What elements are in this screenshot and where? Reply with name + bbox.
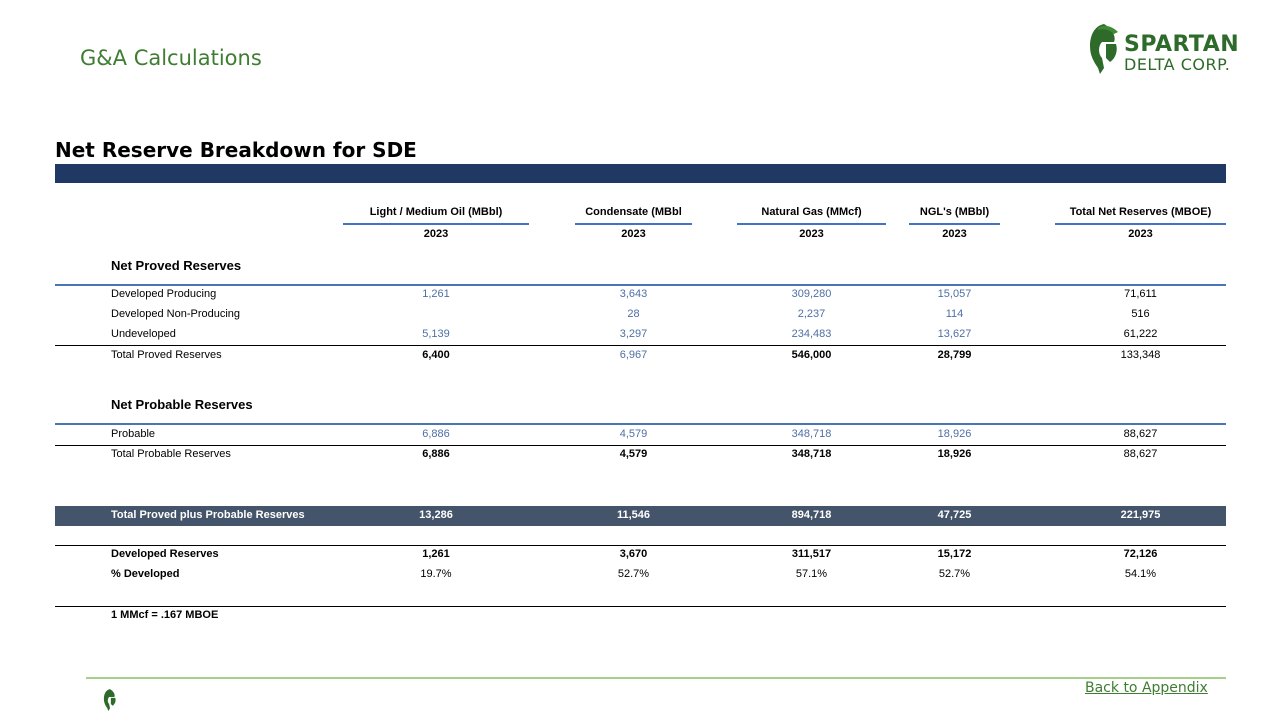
cell-gas: 348,718 [791,428,832,440]
spartan-helmet-icon [1090,24,1118,74]
cell-condensate: 6,967 [619,349,648,361]
cell-condensate: 3,670 [619,548,648,560]
cell-oil: 19.7% [420,568,452,580]
column-header-underline [737,223,886,225]
column-header-underline [343,223,529,225]
probable-group-title: Net Probable Reserves [111,397,253,412]
divider [55,423,1226,425]
cell-ngl: 18,926 [937,448,972,460]
cell-oil: 1,261 [422,548,450,560]
cell-total: 88,627 [1123,428,1158,440]
table-row: Developed Non-Producing 28 2,237 114 516 [55,305,1226,325]
cell-gas: 546,000 [791,349,832,361]
cell-oil: 5,139 [422,328,450,340]
cell-ngl: 18,926 [937,428,972,440]
column-header-oil: Light / Medium Oil (MBbl) [369,206,503,218]
cell-condensate: 52.7% [617,568,650,580]
back-to-appendix-link[interactable]: Back to Appendix [1085,680,1208,696]
cell-total: 88,627 [1123,448,1158,460]
cell-ngl: 13,627 [937,328,972,340]
row-label: Total Proved plus Probable Reserves [111,509,305,521]
column-header-total: Total Net Reserves (MBOE) [1069,206,1212,218]
footer-divider [86,677,1226,679]
column-header-condensate: Condensate (MBbl [585,206,682,218]
row-label: Developed Reserves [111,548,219,560]
cell-total: 221,975 [1120,509,1161,521]
cell-condensate: 28 [627,308,640,320]
grand-total-row: Total Proved plus Probable Reserves 13,2… [55,506,1226,526]
logo-line-2: DELTA CORP. [1124,55,1231,74]
cell-oil: 1,261 [422,288,450,300]
cell-condensate: 3,643 [619,288,648,300]
column-year: 2023 [799,228,824,240]
column-header-natural-gas: Natural Gas (MMcf) [761,206,862,218]
cell-gas: 894,718 [791,509,832,521]
conversion-footnote: 1 MMcf = .167 MBOE [111,609,219,621]
divider [55,606,1226,607]
row-label: Total Proved Reserves [111,349,222,361]
cell-gas: 311,517 [791,548,832,560]
row-label: % Developed [111,568,180,580]
pct-developed-row: % Developed 19.7% 52.7% 57.1% 52.7% 54.1… [55,565,1226,585]
cell-ngl: 47,725 [937,509,972,521]
cell-gas: 57.1% [795,568,828,580]
column-header-underline [909,223,1000,225]
cell-condensate: 3,297 [619,328,648,340]
company-logo: SPARTAN DELTA CORP. [1088,22,1240,76]
row-label: Total Probable Reserves [111,448,231,460]
cell-ngl: 52.7% [938,568,971,580]
cell-condensate: 11,546 [616,509,651,521]
total-row: Total Probable Reserves 6,886 4,579 348,… [55,445,1226,465]
page-title: G&A Calculations [80,46,262,70]
cell-total: 61,222 [1123,328,1158,340]
table-row: Developed Producing 1,261 3,643 309,280 … [55,285,1226,305]
cell-gas: 348,718 [791,448,832,460]
row-label: Probable [111,428,156,440]
cell-total: 133,348 [1120,349,1161,361]
row-label: Developed Producing [111,288,217,300]
cell-total: 72,126 [1123,548,1158,560]
cell-total: 54.1% [1124,568,1157,580]
row-label: Undeveloped [111,328,176,340]
column-year: 2023 [423,228,449,240]
cell-oil: 6,400 [422,349,450,361]
cell-total: 71,611 [1124,288,1157,300]
divider [55,284,1226,286]
cell-oil: 13,286 [419,509,453,521]
row-label: Developed Non-Producing [111,308,241,320]
proved-group-title: Net Proved Reserves [111,258,242,273]
cell-ngl: 114 [945,308,964,320]
cell-gas: 2,237 [797,308,826,320]
header-bar [55,164,1226,183]
column-header-underline [575,223,692,225]
divider [55,345,1226,346]
column-header-underline [1055,223,1226,225]
divider [55,545,1226,546]
column-header-ngl: NGL's (MBbl) [919,206,990,218]
section-title: Net Reserve Breakdown for SDE [55,138,417,162]
cell-gas: 234,483 [791,328,832,340]
total-row: Total Proved Reserves 6,400 6,967 546,00… [55,346,1226,366]
table-row: Undeveloped 5,139 3,297 234,483 13,627 6… [55,325,1226,345]
spartan-helmet-icon [103,689,116,711]
column-year: 2023 [621,228,646,240]
logo-line-1: SPARTAN [1124,32,1240,57]
cell-oil: 6,886 [422,448,450,460]
cell-ngl: 15,057 [937,288,972,300]
cell-ngl: 15,172 [937,548,972,560]
column-year: 2023 [1128,228,1153,240]
cell-condensate: 4,579 [619,448,648,460]
cell-ngl: 28,799 [937,349,972,361]
developed-row: Developed Reserves 1,261 3,670 311,517 1… [55,545,1226,565]
cell-gas: 309,280 [791,288,832,300]
divider [55,445,1226,446]
cell-condensate: 4,579 [619,428,648,440]
cell-total: 516 [1131,308,1150,320]
column-year: 2023 [942,228,967,240]
table-row: Probable 6,886 4,579 348,718 18,926 88,6… [55,425,1226,445]
cell-oil: 6,886 [422,428,450,440]
